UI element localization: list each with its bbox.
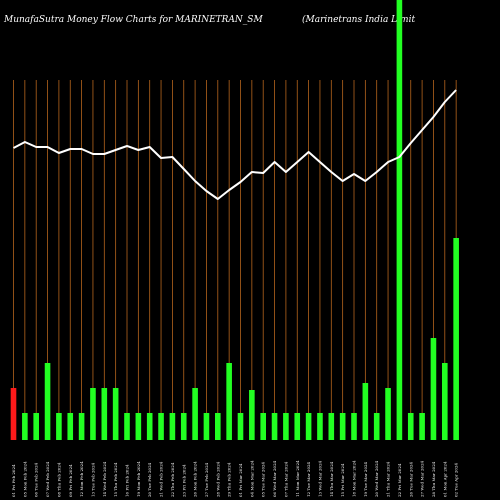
bar-19-tue-mar-2024 <box>362 383 369 440</box>
bar-06-wed-mar-2024 <box>271 413 278 440</box>
bar-26-tue-mar-2024 <box>407 413 414 440</box>
x-tick-label: 20 Wed Mar 2024 <box>374 460 379 497</box>
x-tick-label: 13 Tue Feb 2024 <box>90 462 95 497</box>
x-tick-label: 07 Wed Feb 2024 <box>45 461 50 497</box>
x-tick-label: 15 Fri Mar 2024 <box>340 463 345 497</box>
money-flow-line <box>13 89 457 200</box>
x-tick-label: 01 Fri Mar 2024 <box>238 463 243 497</box>
x-tick-label: 01 Mon Apr 2024 <box>442 461 447 497</box>
x-tick-label: 28 Thu Mar 2024 <box>431 461 436 497</box>
x-tick-label: 26 Tue Mar 2024 <box>408 461 413 497</box>
x-tick-label: 12 Tue Mar 2024 <box>306 461 311 497</box>
volume-bars <box>10 0 459 440</box>
bar-26-mon-feb-2024 <box>192 388 198 440</box>
bar-13-wed-mar-2024 <box>317 413 323 440</box>
bar-27-wed-mar-2024 <box>419 413 425 440</box>
bar-18-mon-mar-2024 <box>351 413 357 440</box>
bar-28-wed-feb-2024 <box>215 413 221 440</box>
x-tick-label: 04 Mon Mar 2024 <box>249 460 254 497</box>
bar-02-tue-apr-2024 <box>453 238 459 440</box>
bar-23-fri-feb-2024 <box>180 413 187 440</box>
bar-19-mon-feb-2024 <box>135 413 142 440</box>
bar-29-thu-feb-2024 <box>226 363 232 440</box>
x-tick-label: 02 Tue Apr 2024 <box>454 462 459 497</box>
bar-12-mon-feb-2024 <box>78 413 85 440</box>
x-tick-label: 05 Tue Mar 2024 <box>261 461 266 497</box>
bar-20-tue-feb-2024 <box>146 413 153 440</box>
bar-21-thu-mar-2024 <box>385 388 391 440</box>
x-tick-label: 23 Fri Feb 2024 <box>181 464 186 497</box>
x-tick-label: 22 Fri Mar 2024 <box>397 463 402 497</box>
x-tick-label: 15 Thu Feb 2024 <box>113 462 118 497</box>
bar-13-tue-feb-2024 <box>90 388 96 440</box>
money-flow-line-path <box>13 89 457 200</box>
x-tick-label: 05 Mon Feb 2024 <box>22 461 27 497</box>
bar-27-tue-feb-2024 <box>203 413 210 440</box>
bar-01-fri-feb-2024 <box>10 388 17 440</box>
x-tick-label: 21 Thu Mar 2024 <box>386 461 391 497</box>
bar-05-tue-mar-2024 <box>260 413 266 440</box>
x-tick-label: 28 Wed Feb 2024 <box>215 461 220 497</box>
x-tick-label: 18 Mon Mar 2024 <box>352 460 357 497</box>
bar-01-fri-mar-2024 <box>237 413 244 440</box>
bar-09-fri-feb-2024 <box>67 413 74 440</box>
x-tick-label: 06 Tue Feb 2024 <box>34 462 39 497</box>
x-tick-label: 14 Wed Feb 2024 <box>102 461 107 497</box>
x-tick-label: 19 Mon Feb 2024 <box>136 461 141 497</box>
chart-title: MunafaSutra Money Flow Charts for MARINE… <box>3 15 263 25</box>
x-tick-label: 21 Wed Feb 2024 <box>159 461 164 497</box>
x-tick-label: 08 Thu Feb 2024 <box>56 462 61 497</box>
bar-07-wed-feb-2024 <box>44 363 51 440</box>
x-tick-label: 27 Wed Mar 2024 <box>420 460 425 497</box>
x-tick-label: 20 Tue Feb 2024 <box>147 462 152 497</box>
x-tick-label: 29 Thu Feb 2024 <box>227 462 232 497</box>
x-tick-label: 01 Fri Feb 2024 <box>11 464 16 497</box>
x-tick-label: 26 Mon Feb 2024 <box>193 461 198 497</box>
bar-15-fri-mar-2024 <box>339 413 346 440</box>
bar-07-thu-mar-2024 <box>283 413 289 440</box>
bar-21-wed-feb-2024 <box>158 413 164 440</box>
bar-04-mon-mar-2024 <box>249 390 255 440</box>
bar-22-thu-feb-2024 <box>169 413 176 440</box>
x-tick-label: 13 Wed Mar 2024 <box>317 460 322 497</box>
bar-11-mon-mar-2024 <box>294 413 301 440</box>
bar-16-fri-feb-2024 <box>124 413 130 440</box>
bar-28-thu-mar-2024 <box>430 338 437 440</box>
chart-subtitle: (Marinetrans India Limit <box>302 14 415 25</box>
x-tick-label: 14 Thu Mar 2024 <box>329 461 334 497</box>
bar-12-tue-mar-2024 <box>305 413 312 440</box>
x-tick-label: 06 Wed Mar 2024 <box>272 460 277 497</box>
bar-14-wed-feb-2024 <box>101 388 108 440</box>
x-tick-label: 12 Mon Feb 2024 <box>79 461 84 497</box>
bar-01-mon-apr-2024 <box>442 363 448 440</box>
bar-20-wed-mar-2024 <box>373 413 380 440</box>
x-axis-tick-labels: 01 Fri Feb 2024 05 Mon Feb 2024 06 Tue Feb… <box>11 460 459 497</box>
x-tick-label: 27 Tue Feb 2024 <box>204 462 209 497</box>
x-tick-label: 11 Mon Mar 2024 <box>295 460 300 497</box>
bar-14-thu-mar-2024 <box>328 413 335 440</box>
bar-22-fri-mar-2024 <box>396 0 403 440</box>
x-tick-label: 16 Fri Feb 2024 <box>125 464 130 497</box>
x-tick-label: 07 Thu Mar 2024 <box>283 461 288 497</box>
x-tick-label: 22 Thu Feb 2024 <box>170 462 175 497</box>
bar-05-mon-feb-2024 <box>22 413 28 440</box>
x-tick-label: 09 Fri Feb 2024 <box>68 464 73 497</box>
bar-15-thu-feb-2024 <box>112 388 119 440</box>
bar-08-thu-feb-2024 <box>56 413 62 440</box>
bar-06-tue-feb-2024 <box>33 413 39 440</box>
x-tick-label: 19 Tue Mar 2024 <box>363 461 368 497</box>
